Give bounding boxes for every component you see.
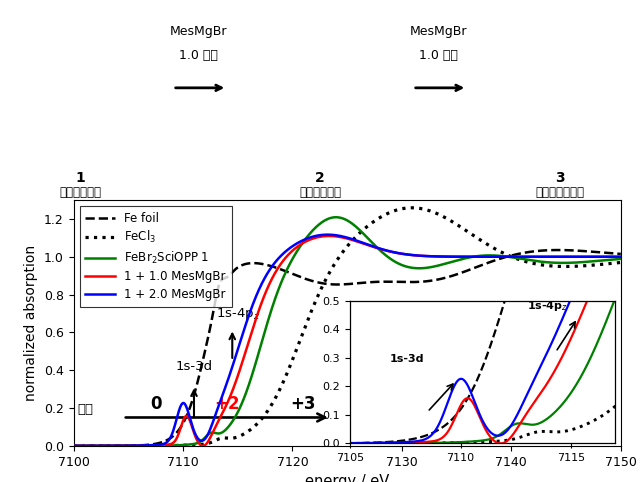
1 + 1.0 MesMgBr [600,254,608,260]
1 + 1.0 MesMgBr [304,238,312,243]
Legend: Fe foil, FeCl$_3$, FeBr$_2$SciOPP 1, 1 + 1.0 MesMgBr, 1 + 2.0 MesMgBr: Fe foil, FeCl$_3$, FeBr$_2$SciOPP 1, 1 +… [79,206,232,307]
Line: FeCl$_3$: FeCl$_3$ [74,208,621,446]
FeBr$_2$SciOPP 1 [617,256,625,262]
Text: +2: +2 [214,395,239,413]
Text: 正四面体構造: 正四面体構造 [299,186,341,199]
FeBr$_2$SciOPP 1 [332,214,340,220]
Fe foil [304,277,312,282]
X-axis label: energy / eV: energy / eV [305,474,389,482]
1 + 2.0 MesMgBr [324,232,332,238]
FeCl$_3$ [304,317,312,323]
FeCl$_3$ [408,205,416,211]
1 + 1.0 MesMgBr [325,233,333,239]
FeCl$_3$ [300,328,307,334]
FeBr$_2$SciOPP 1 [70,443,77,449]
1 + 1.0 MesMgBr [330,233,338,239]
Fe foil [554,247,562,253]
FeCl$_3$ [70,443,77,449]
FeBr$_2$SciOPP 1 [304,233,312,239]
FeBr$_2$SciOPP 1 [573,260,580,266]
Text: MesMgBr: MesMgBr [410,25,467,38]
Line: FeBr$_2$SciOPP 1: FeBr$_2$SciOPP 1 [74,217,621,446]
Text: 1: 1 [75,172,85,186]
1 + 1.0 MesMgBr [70,443,77,449]
FeCl$_3$ [600,261,608,267]
1 + 2.0 MesMgBr [300,237,307,243]
Text: MesMgBr: MesMgBr [170,25,227,38]
Fe foil [617,251,625,257]
FeCl$_3$ [617,260,625,266]
Text: 価数: 価数 [77,403,93,416]
Text: 1.0 当量: 1.0 当量 [419,49,458,62]
Line: 1 + 2.0 MesMgBr: 1 + 2.0 MesMgBr [74,235,621,446]
1 + 1.0 MesMgBr [468,254,476,260]
1 + 2.0 MesMgBr [330,232,337,238]
Fe foil [70,443,77,449]
Text: 2: 2 [315,172,325,186]
Text: 平面四角形構造: 平面四角形構造 [536,186,584,199]
FeBr$_2$SciOPP 1 [600,257,608,263]
Line: 1 + 1.0 MesMgBr: 1 + 1.0 MesMgBr [74,236,621,446]
Fe foil [573,248,580,254]
Fe foil [467,266,475,272]
1 + 1.0 MesMgBr [617,254,625,260]
Text: +3: +3 [291,395,316,413]
Fe foil [330,281,337,287]
1 + 1.0 MesMgBr [198,443,206,449]
1 + 2.0 MesMgBr [70,443,77,449]
Line: Fe foil: Fe foil [74,250,621,446]
1 + 2.0 MesMgBr [617,254,625,260]
Fe foil [300,275,307,281]
Text: 1s-4p$_z$: 1s-4p$_z$ [216,306,260,322]
1 + 2.0 MesMgBr [600,254,608,260]
Y-axis label: normalized absorption: normalized absorption [24,245,38,401]
1 + 2.0 MesMgBr [467,254,475,260]
FeBr$_2$SciOPP 1 [330,214,337,220]
Text: 1.0 当量: 1.0 当量 [179,49,218,62]
FeCl$_3$ [467,231,475,237]
FeCl$_3$ [573,263,580,269]
Text: 正四面体構造: 正四面体構造 [59,186,101,199]
Fe foil [600,250,608,255]
1 + 2.0 MesMgBr [573,254,580,260]
FeBr$_2$SciOPP 1 [300,239,307,244]
Text: 0: 0 [150,395,161,413]
Text: 3: 3 [555,172,565,186]
FeCl$_3$ [330,263,337,268]
FeBr$_2$SciOPP 1 [467,254,475,260]
Text: 1s-3d: 1s-3d [175,360,212,373]
1 + 1.0 MesMgBr [300,240,307,245]
1 + 2.0 MesMgBr [304,235,312,241]
1 + 1.0 MesMgBr [573,254,581,260]
